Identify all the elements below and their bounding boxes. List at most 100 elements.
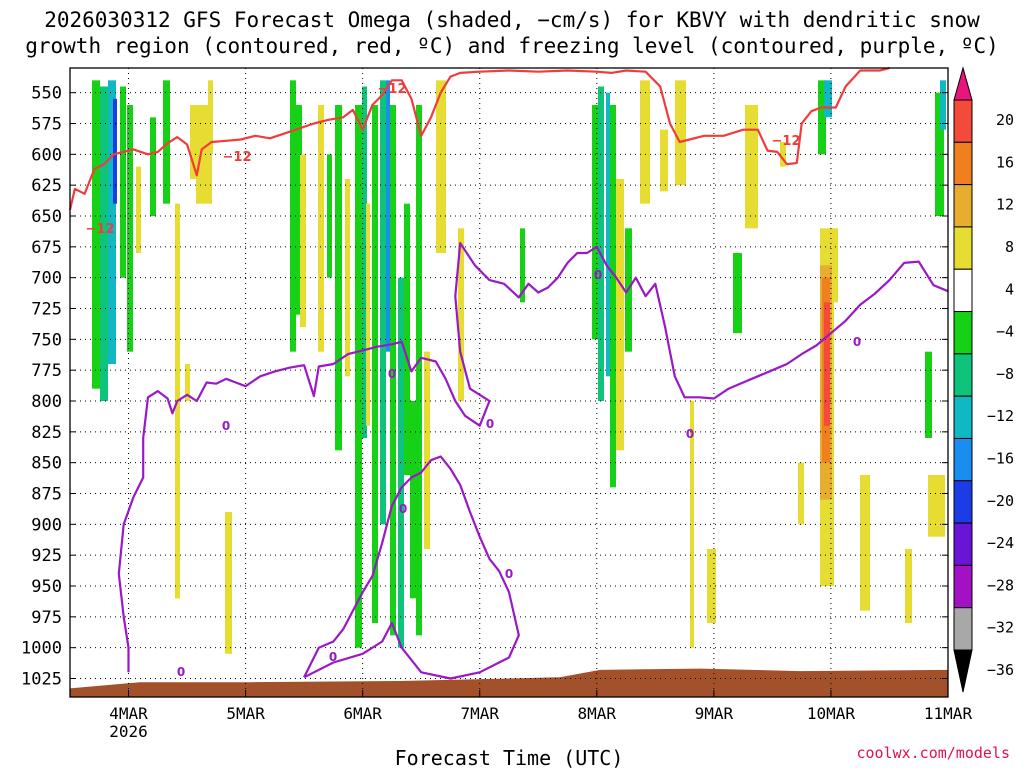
omega-shade-cell <box>225 512 232 654</box>
omega-shade-cell <box>416 105 422 636</box>
omega-shade-cell <box>127 105 133 352</box>
y-tick-label: 825 <box>31 423 62 443</box>
freezing-contour-label: 0 <box>486 417 494 431</box>
omega-shade-cell <box>598 86 604 401</box>
omega-shade-cell <box>592 105 598 340</box>
terrain-layer <box>70 668 948 697</box>
omega-shade-cell <box>520 228 525 303</box>
colorbar-label: 4 <box>1005 280 1014 298</box>
surface-terrain <box>70 668 948 697</box>
x-tick-label: 8MAR <box>578 704 617 723</box>
dgz-contour-label: −12 <box>86 222 115 237</box>
freezing-contour-label: 0 <box>177 665 185 679</box>
omega-shade-cell <box>355 105 362 648</box>
omega-shade-cell <box>300 154 306 327</box>
colorbar-label: 16 <box>996 153 1014 171</box>
y-tick-label: 550 <box>31 84 62 104</box>
y-tick-label: 775 <box>31 361 62 381</box>
omega-shade-cell <box>362 86 367 438</box>
omega-shade-cell <box>150 117 156 216</box>
x-tick-label: 10MAR <box>807 704 856 723</box>
colorbar-label: 8 <box>1005 238 1014 256</box>
freezing-level-contour <box>117 242 949 673</box>
omega-shade-cell <box>366 203 370 426</box>
omega-shade-cell <box>458 228 464 401</box>
omega-shade-cell <box>163 80 170 204</box>
freezing-contour-label: 0 <box>222 419 230 433</box>
y-tick-label: 600 <box>31 145 62 165</box>
y-tick-label: 900 <box>31 515 62 535</box>
omega-shade-cell <box>390 105 396 636</box>
colorbar-bin <box>953 353 973 397</box>
colorbar-label: −24 <box>987 534 1014 552</box>
y-tick-label: 575 <box>31 115 62 135</box>
y-tick-label: 925 <box>31 546 62 566</box>
omega-shade-cell <box>404 203 410 475</box>
y-tick-label: 950 <box>31 577 62 597</box>
omega-shade-cell <box>120 86 126 278</box>
colorbar-label: −4 <box>996 323 1014 341</box>
colorbar-bin <box>953 184 973 228</box>
omega-shade-cell <box>386 80 390 352</box>
omega-shade-cell <box>190 105 196 179</box>
source-credit: coolwx.com/models <box>856 744 1010 762</box>
colorbar-label: −36 <box>987 661 1014 679</box>
y-tick-label: 850 <box>31 454 62 474</box>
colorbar-label: −28 <box>987 576 1014 594</box>
omega-shade-cell <box>675 80 686 186</box>
freezing-contour-label: 0 <box>399 502 407 516</box>
omega-shade-cell <box>610 105 616 488</box>
x-tick-label: 4MAR <box>109 704 148 723</box>
omega-shading-layer <box>70 68 948 697</box>
omega-shade-cell <box>925 351 932 438</box>
freezing-contour-label: 0 <box>686 427 694 441</box>
colorbar-bin <box>953 480 973 524</box>
omega-shade-cell <box>690 401 694 648</box>
y-tick-label: 875 <box>31 485 62 505</box>
colorbar-bin <box>953 99 973 143</box>
omega-shade-cell <box>940 80 946 130</box>
x-tick-label: 9MAR <box>695 704 734 723</box>
omega-shade-cell <box>136 166 141 253</box>
omega-shade-cell <box>824 80 832 118</box>
freezing-contour-label: 0 <box>388 367 396 381</box>
colorbar-label: −20 <box>987 492 1014 510</box>
omega-shade-cell <box>660 129 668 192</box>
dgz-contour-label: −12 <box>378 82 407 97</box>
omega-shade-cell <box>345 179 350 377</box>
colorbar-bin <box>953 437 973 482</box>
colorbar-label: −12 <box>987 407 1014 425</box>
omega-shade-cell <box>113 98 117 204</box>
omega-shade-cell <box>606 92 610 377</box>
y-tick-label: 700 <box>31 269 62 289</box>
y-tick-label: 800 <box>31 392 62 412</box>
omega-shade-cell <box>640 80 650 204</box>
colorbar-bin <box>953 268 973 313</box>
omega-shade-cell <box>208 80 213 155</box>
omega-shade-cell <box>832 228 838 303</box>
colorbar-label: −16 <box>987 450 1014 468</box>
colorbar-bin <box>953 141 973 186</box>
y-tick-label: 750 <box>31 330 62 350</box>
colorbar-bottom-triangle <box>953 649 973 693</box>
omega-shade-cell <box>372 105 378 623</box>
omega-shade-cell <box>935 92 944 216</box>
omega-shade-cell <box>92 80 100 389</box>
freezing-contour-label: 0 <box>329 650 337 664</box>
omega-shade-cell <box>780 142 786 167</box>
y-tick-label: 625 <box>31 176 62 196</box>
dgz-contour-label: −12 <box>772 134 801 149</box>
freezing-contour-label: 0 <box>853 335 861 349</box>
omega-shade-cell <box>108 80 116 364</box>
y-tick-label: 975 <box>31 608 62 628</box>
x-tick-label: 6MAR <box>343 704 382 723</box>
omega-shade-cell <box>436 80 446 253</box>
dgz-contour-minus12 <box>68 66 890 211</box>
omega-shade-cell <box>410 401 416 599</box>
omega-shade-cell <box>185 364 190 401</box>
colorbar-label: −8 <box>996 365 1014 383</box>
omega-shade-cell <box>335 105 342 451</box>
omega-shade-cell <box>707 549 716 623</box>
chart-title-line-2: growth region (contoured, red, ºC) and f… <box>25 34 999 58</box>
